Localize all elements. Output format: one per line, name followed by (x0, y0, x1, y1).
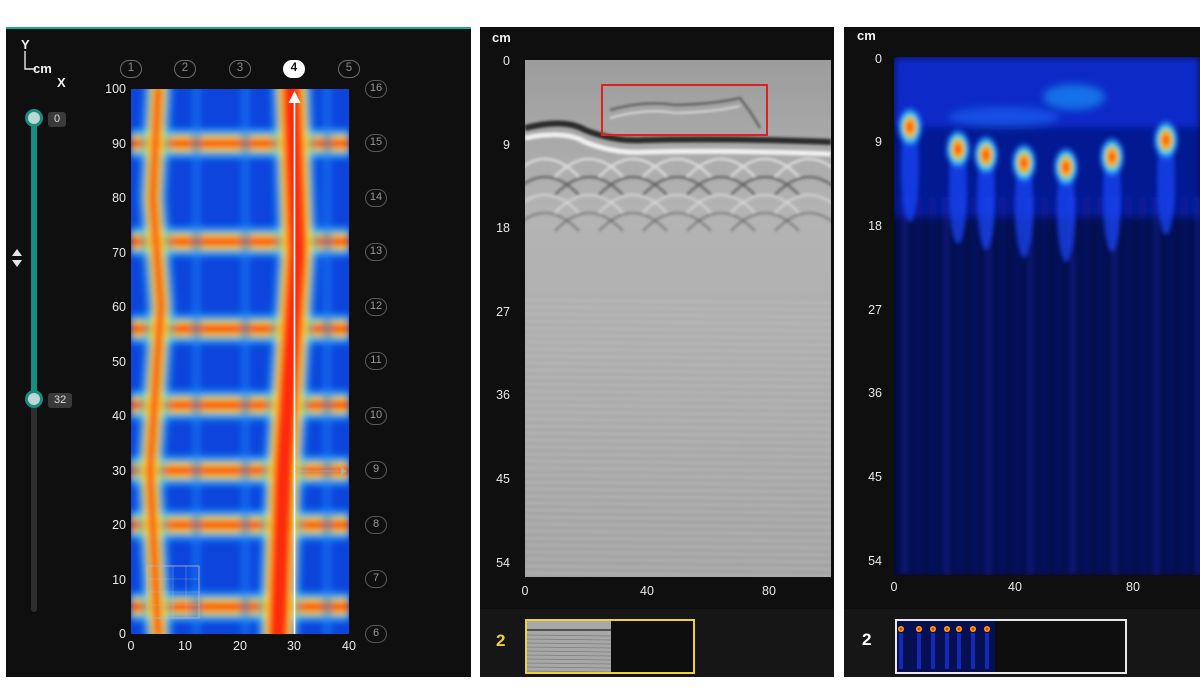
scan-slot-bar: 2 (480, 609, 834, 677)
dist2-tick-80: 80 (1126, 580, 1140, 594)
dist-tick-80: 80 (762, 584, 776, 598)
scan-slot-bar-2: 2 (844, 609, 1200, 677)
row-marker-15[interactable]: 15 (365, 134, 387, 152)
depth2-tick-45: 45 (868, 470, 882, 484)
row-marker-14[interactable]: 14 (365, 189, 387, 207)
dist-tick-40: 40 (640, 584, 654, 598)
depth-slider-track[interactable] (31, 117, 37, 612)
cursor-arrow-icon (288, 91, 301, 103)
row-marker-12[interactable]: 12 (365, 298, 387, 316)
migrated-view-panel: cm 0 9 18 27 36 45 54 0 40 80 2 (844, 27, 1200, 677)
depth-slider-top-handle[interactable] (25, 109, 43, 127)
x-tick-20: 20 (233, 639, 247, 653)
dist2-tick-0: 0 (890, 580, 898, 594)
scan-thumbnail[interactable] (525, 619, 695, 674)
column-marker-2[interactable]: 2 (174, 60, 196, 78)
axis-corner-icon (24, 51, 36, 70)
depth-tick-27: 27 (496, 305, 510, 319)
x-tick-10: 10 (178, 639, 192, 653)
depth-unit-label-2: cm (857, 28, 876, 43)
axis-unit-label: cm (33, 61, 52, 76)
x-tick-40: 40 (342, 639, 356, 653)
y-tick-10: 10 (112, 573, 126, 587)
y-tick-100: 100 (105, 82, 126, 96)
row-marker-16[interactable]: 16 (365, 80, 387, 98)
depth-tick-45: 45 (496, 472, 510, 486)
x-tick-0: 0 (127, 639, 135, 653)
scan-slot-number-2: 2 (862, 630, 872, 649)
dist-tick-0: 0 (521, 584, 529, 598)
row-marker-11[interactable]: 11 (365, 352, 387, 370)
row-marker-6[interactable]: 6 (365, 625, 387, 643)
row-marker-9[interactable]: 9 (365, 461, 387, 479)
axis-y-label: Y (21, 37, 30, 52)
depth-tick-0: 0 (503, 54, 510, 68)
scan-thumbnail-image-2 (897, 621, 995, 672)
slider-bottom-value: 32 (48, 393, 73, 408)
radargram-panel: cm 0 9 18 27 36 45 54 0 40 80 2 (480, 27, 834, 677)
slider-top-value: 0 (48, 112, 67, 127)
axis-x-label: X (57, 75, 66, 90)
scan-thumbnail-2[interactable] (895, 619, 1127, 674)
row-marker-13[interactable]: 13 (365, 243, 387, 261)
depth-slider-bottom-handle[interactable] (25, 390, 43, 408)
y-tick-0: 0 (119, 627, 126, 641)
highlight-box (601, 84, 768, 136)
depth2-tick-18: 18 (868, 219, 882, 233)
depth2-tick-27: 27 (868, 303, 882, 317)
y-tick-80: 80 (112, 191, 126, 205)
plan-view-panel: Y cm X 0 32 1 2 3 4 5 100 90 80 70 60 50… (6, 27, 471, 677)
column-marker-1[interactable]: 1 (120, 60, 142, 78)
column-marker-5[interactable]: 5 (338, 60, 360, 78)
depth2-tick-54: 54 (868, 554, 882, 568)
depth-tick-9: 9 (503, 138, 510, 152)
radargram-image[interactable] (525, 60, 831, 577)
migrated-image[interactable] (894, 57, 1200, 575)
depth-tick-54: 54 (496, 556, 510, 570)
depth2-tick-0: 0 (875, 52, 882, 66)
plan-view-heatmap[interactable] (131, 89, 349, 634)
y-tick-50: 50 (112, 355, 126, 369)
y-tick-60: 60 (112, 300, 126, 314)
y-tick-20: 20 (112, 518, 126, 532)
column-marker-4[interactable]: 4 (283, 60, 305, 78)
y-tick-40: 40 (112, 409, 126, 423)
y-tick-70: 70 (112, 246, 126, 260)
column-marker-3[interactable]: 3 (229, 60, 251, 78)
dist2-tick-40: 40 (1008, 580, 1022, 594)
depth-tick-18: 18 (496, 221, 510, 235)
row-marker-8[interactable]: 8 (365, 516, 387, 534)
depth2-tick-36: 36 (868, 386, 882, 400)
depth-unit-label: cm (492, 30, 511, 45)
y-tick-30: 30 (112, 464, 126, 478)
depth-tick-36: 36 (496, 388, 510, 402)
y-tick-90: 90 (112, 137, 126, 151)
depth2-tick-9: 9 (875, 135, 882, 149)
row-marker-7[interactable]: 7 (365, 570, 387, 588)
scan-thumbnail-image (527, 621, 611, 672)
row-marker-10[interactable]: 10 (365, 407, 387, 425)
depth-slider-range (31, 117, 37, 399)
x-tick-30: 30 (287, 639, 301, 653)
up-down-arrows-icon[interactable] (11, 248, 23, 268)
scan-slot-number: 2 (496, 631, 506, 650)
